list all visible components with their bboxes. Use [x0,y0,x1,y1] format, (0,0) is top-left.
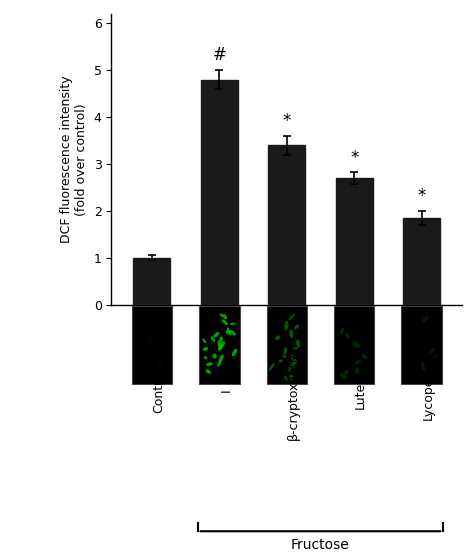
Text: *: * [418,187,426,205]
Ellipse shape [289,330,293,338]
Ellipse shape [429,348,436,353]
Text: I: I [219,388,232,392]
Ellipse shape [203,347,208,351]
Bar [336,178,373,305]
Ellipse shape [219,314,224,317]
Text: Lycopene: Lycopene [422,361,435,420]
Ellipse shape [344,370,348,375]
Ellipse shape [275,335,280,341]
Ellipse shape [296,340,300,348]
Ellipse shape [279,359,283,363]
Ellipse shape [218,362,221,367]
Text: Lutein: Lutein [354,371,367,409]
Bar [401,306,442,384]
Bar [334,306,374,384]
Text: #: # [212,46,226,65]
Y-axis label: DCF fluorescence intensity
(fold over control): DCF fluorescence intensity (fold over co… [60,75,88,243]
Ellipse shape [148,336,153,343]
Ellipse shape [229,330,236,336]
Bar [201,80,238,305]
Ellipse shape [269,363,274,371]
Ellipse shape [202,338,207,343]
Ellipse shape [276,336,280,340]
Ellipse shape [421,361,425,369]
Ellipse shape [340,327,344,334]
Text: *: * [283,112,291,130]
Ellipse shape [353,342,360,348]
Ellipse shape [230,322,236,325]
Ellipse shape [232,349,237,356]
Ellipse shape [355,368,359,374]
Text: Fructose: Fructose [291,538,350,552]
Ellipse shape [289,363,292,372]
Ellipse shape [288,314,295,321]
Ellipse shape [226,330,230,335]
Ellipse shape [433,354,438,358]
Ellipse shape [283,347,287,354]
Ellipse shape [291,363,295,368]
Ellipse shape [223,314,227,319]
Ellipse shape [212,353,217,359]
Ellipse shape [284,321,289,330]
Bar [133,258,171,305]
Ellipse shape [227,327,231,335]
Ellipse shape [340,373,346,379]
Ellipse shape [213,332,219,338]
Ellipse shape [289,375,293,380]
Ellipse shape [355,360,361,364]
Bar [132,306,172,384]
Ellipse shape [204,356,207,359]
Ellipse shape [283,354,286,358]
Ellipse shape [294,325,299,330]
Bar [268,145,305,305]
Ellipse shape [219,336,223,342]
Text: Control: Control [152,368,165,413]
Ellipse shape [283,375,288,381]
Ellipse shape [218,341,221,349]
Ellipse shape [205,369,211,374]
Ellipse shape [206,362,213,366]
Text: β-cryptoxanthin: β-cryptoxanthin [287,341,300,440]
Ellipse shape [346,333,349,338]
Bar [403,218,440,305]
Ellipse shape [219,341,225,348]
Ellipse shape [157,361,164,367]
Bar [266,306,307,384]
Ellipse shape [219,354,224,363]
Ellipse shape [421,366,426,372]
Ellipse shape [290,354,293,360]
Bar [199,306,239,384]
Ellipse shape [292,359,297,364]
Ellipse shape [362,354,367,359]
Ellipse shape [292,347,297,351]
Ellipse shape [211,336,215,342]
Ellipse shape [422,316,429,322]
Ellipse shape [218,345,223,351]
Text: *: * [350,149,358,167]
Ellipse shape [222,320,228,325]
